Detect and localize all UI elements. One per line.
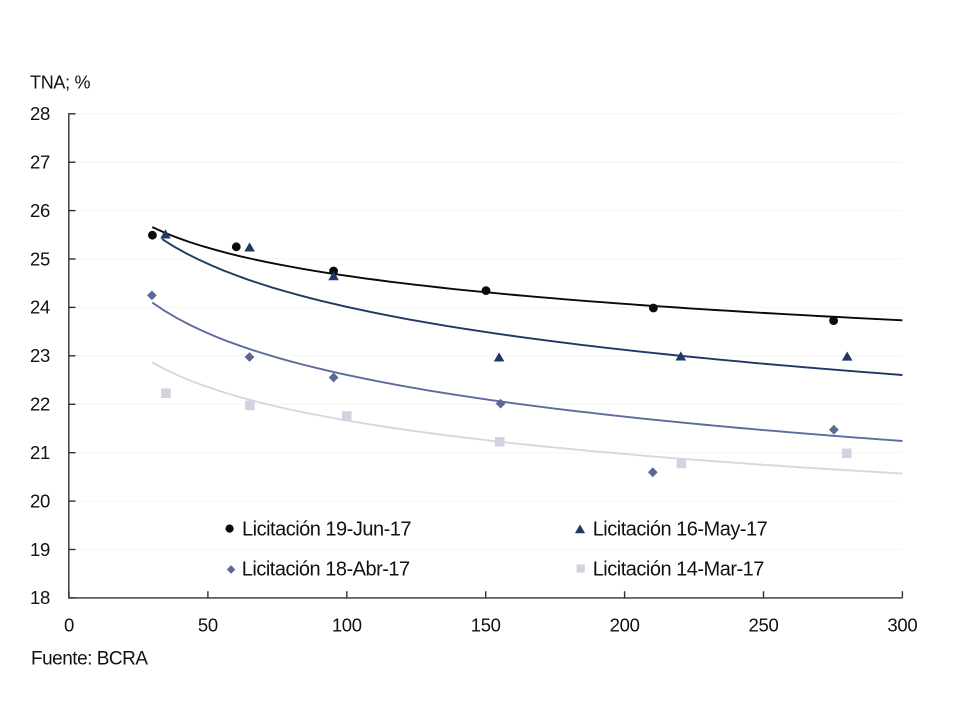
svg-text:TNA; %: TNA; % — [30, 72, 91, 92]
svg-text:18: 18 — [30, 587, 50, 608]
svg-text:Licitación 16-May-17: Licitación 16-May-17 — [593, 518, 768, 540]
svg-text:300: 300 — [887, 614, 917, 635]
svg-text:150: 150 — [471, 614, 501, 635]
svg-text:26: 26 — [30, 200, 50, 221]
svg-text:Licitación 19-Jun-17: Licitación 19-Jun-17 — [242, 518, 411, 540]
svg-text:100: 100 — [332, 614, 362, 635]
svg-text:Fuente: BCRA: Fuente: BCRA — [31, 648, 148, 669]
svg-text:21: 21 — [30, 442, 50, 463]
svg-text:27: 27 — [30, 152, 50, 173]
svg-text:23: 23 — [30, 345, 50, 366]
svg-text:19: 19 — [30, 539, 50, 560]
svg-text:20: 20 — [30, 490, 50, 511]
svg-text:Licitación 14-Mar-17: Licitación 14-Mar-17 — [593, 558, 765, 580]
svg-text:28: 28 — [30, 103, 50, 124]
svg-text:50: 50 — [198, 614, 218, 635]
svg-text:200: 200 — [610, 614, 640, 635]
svg-text:24: 24 — [30, 297, 50, 318]
svg-text:250: 250 — [749, 614, 779, 635]
svg-text:22: 22 — [30, 394, 50, 415]
svg-text:0: 0 — [64, 614, 74, 635]
svg-text:25: 25 — [30, 248, 50, 269]
svg-text:Licitación 18-Abr-17: Licitación 18-Abr-17 — [242, 558, 410, 580]
